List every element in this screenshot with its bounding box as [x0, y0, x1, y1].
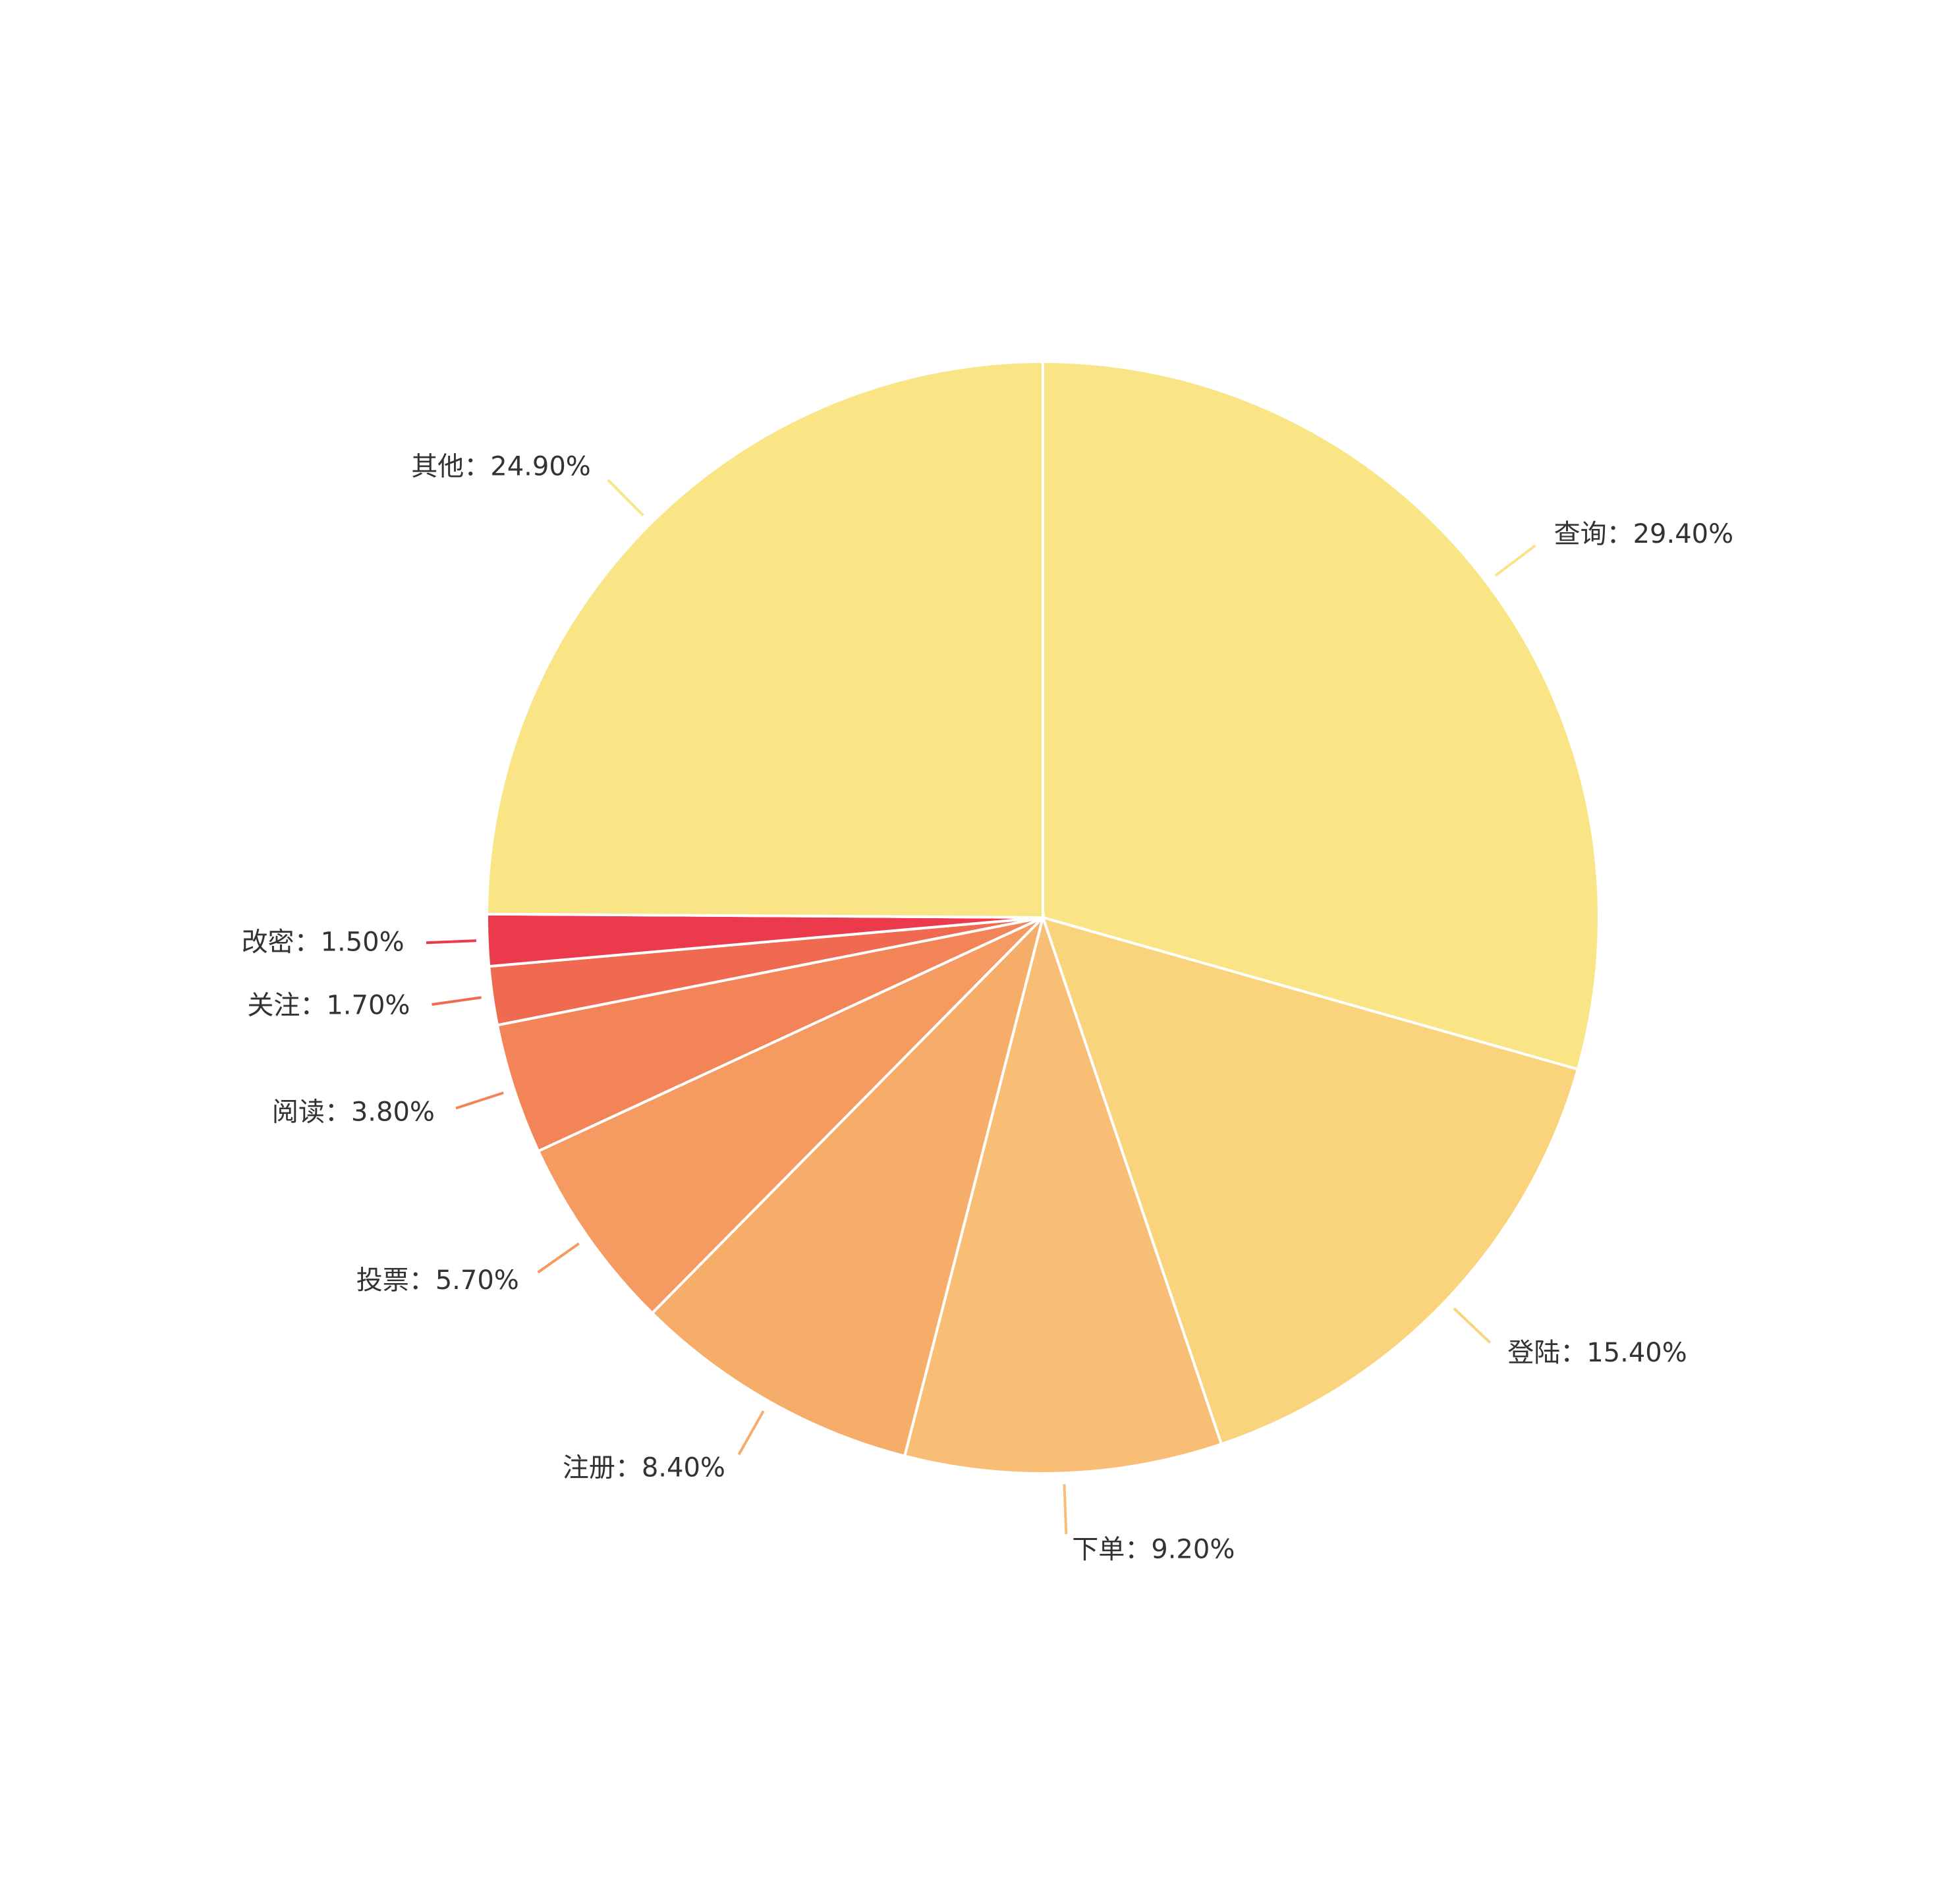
slice-label: 下单：9.20%	[1072, 1534, 1235, 1564]
leader-line	[455, 1091, 504, 1110]
pie-slice	[486, 360, 1044, 920]
leader-line	[432, 996, 482, 1006]
slice-label: 投票：5.70%	[356, 1265, 519, 1296]
leader-line	[1494, 544, 1536, 577]
pie-slice	[1042, 360, 1600, 1071]
slice-value: 24.90%	[490, 452, 591, 482]
slice-value: 15.40%	[1586, 1338, 1687, 1368]
slice-name: 注册	[563, 1452, 615, 1483]
pie-slice	[495, 916, 1044, 1153]
pie-slice	[903, 912, 1223, 1475]
slice-value: 8.40%	[642, 1452, 725, 1483]
slice-label: 关注：1.70%	[247, 991, 410, 1021]
leader-line	[1453, 1307, 1492, 1344]
slice-value: 1.50%	[321, 927, 405, 957]
slice-name: 改密	[242, 927, 294, 957]
slice-label: 改密：1.50%	[242, 927, 405, 957]
slice-name: 登陆	[1507, 1338, 1560, 1368]
slice-value: 5.70%	[435, 1265, 519, 1296]
slice-name: 投票	[356, 1265, 409, 1296]
label-separator: ：	[300, 991, 326, 1021]
pie-slice	[650, 913, 1046, 1458]
slice-value: 29.40%	[1633, 519, 1734, 549]
leader-line	[537, 1242, 580, 1274]
slice-label: 其他：24.90%	[411, 452, 591, 482]
slice-name: 其他	[411, 452, 464, 482]
leader-line	[607, 479, 644, 516]
label-separator: ：	[409, 1265, 435, 1296]
label-separator: ：	[294, 927, 321, 957]
label-separator: ：	[1125, 1534, 1151, 1564]
leader-line	[426, 939, 476, 945]
slice-name: 关注	[247, 991, 300, 1021]
label-separator: ：	[325, 1097, 351, 1127]
pie-slice	[1040, 916, 1580, 1446]
slice-label: 阅读：3.80%	[272, 1097, 435, 1127]
slice-label: 登陆：15.40%	[1507, 1338, 1687, 1368]
label-separator: ：	[1607, 519, 1633, 549]
slice-name: 查询	[1554, 519, 1607, 549]
slice-label: 注册：8.40%	[563, 1452, 725, 1483]
slice-name: 下单	[1072, 1534, 1125, 1564]
label-separator: ：	[464, 452, 490, 482]
slice-value: 9.20%	[1151, 1534, 1235, 1564]
slice-label: 查询：29.40%	[1554, 519, 1734, 549]
slice-value: 3.80%	[351, 1097, 435, 1127]
label-separator: ：	[1560, 1338, 1586, 1368]
leader-line	[737, 1410, 765, 1456]
slice-value: 1.70%	[326, 991, 410, 1021]
slice-name: 阅读	[272, 1097, 325, 1127]
label-separator: ：	[615, 1452, 642, 1483]
leader-line	[1063, 1484, 1068, 1535]
pie-slice	[536, 916, 1044, 1315]
